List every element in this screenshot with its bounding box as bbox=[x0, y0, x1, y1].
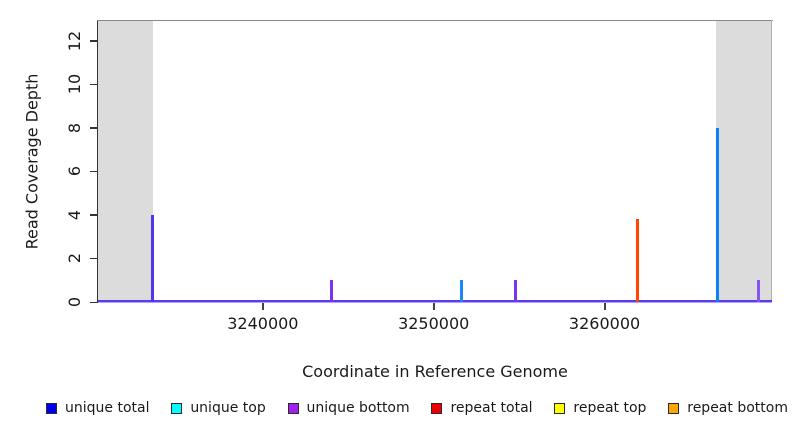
x-tick-label: 3250000 bbox=[398, 314, 470, 333]
y-tick-label: 4 bbox=[65, 209, 84, 220]
legend: unique total unique top unique bottom repea… bbox=[46, 398, 788, 418]
legend-label: repeat top bbox=[573, 400, 647, 416]
x-axis-title: Coordinate in Reference Genome bbox=[302, 362, 568, 381]
legend-item: unique top bbox=[171, 400, 266, 416]
plot-area bbox=[98, 21, 772, 303]
legend-label: unique total bbox=[65, 400, 150, 416]
legend-label: unique top bbox=[190, 400, 266, 416]
y-tick-mark bbox=[90, 127, 98, 129]
legend-swatch bbox=[668, 402, 680, 414]
y-tick-label: 12 bbox=[65, 30, 84, 51]
legend-item: unique bottom bbox=[287, 400, 410, 416]
coverage-spike bbox=[715, 127, 719, 302]
x-tick-mark bbox=[433, 303, 435, 310]
coverage-spike bbox=[329, 280, 333, 302]
legend-item: unique total bbox=[46, 400, 149, 416]
y-tick-label: 2 bbox=[65, 253, 84, 264]
baseline-zero-coverage-under bbox=[98, 302, 772, 303]
legend-label: repeat total bbox=[450, 400, 533, 416]
legend-swatch bbox=[171, 402, 183, 414]
baseline-zero-coverage bbox=[98, 300, 772, 302]
legend-label: unique bottom bbox=[306, 400, 410, 416]
coverage-spike bbox=[756, 280, 760, 302]
legend-item: repeat total bbox=[431, 400, 533, 416]
coverage-spike bbox=[514, 280, 518, 302]
plot-top-border bbox=[97, 20, 773, 21]
legend-swatch bbox=[554, 402, 566, 414]
y-tick-label: 0 bbox=[65, 296, 84, 308]
y-tick-label: 8 bbox=[65, 122, 84, 133]
y-tick-mark bbox=[90, 83, 98, 86]
y-tick-mark bbox=[90, 214, 98, 216]
legend-swatch bbox=[287, 402, 299, 414]
y-tick-mark bbox=[90, 301, 98, 303]
y-tick-label: 10 bbox=[65, 73, 84, 95]
shaded-region bbox=[98, 21, 153, 302]
legend-swatch bbox=[431, 402, 443, 414]
y-axis-title: Read Coverage Depth bbox=[22, 73, 42, 250]
coverage-spike bbox=[459, 280, 463, 302]
coverage-spike bbox=[151, 214, 155, 302]
x-tick-label: 3240000 bbox=[227, 314, 299, 333]
shaded-region bbox=[715, 21, 772, 302]
legend-label: repeat bottom bbox=[687, 400, 788, 416]
x-tick-mark bbox=[604, 303, 606, 310]
y-tick-mark bbox=[90, 257, 98, 260]
x-tick-mark bbox=[262, 303, 264, 310]
x-tick-label: 3260000 bbox=[568, 314, 641, 333]
legend-item: repeat top bbox=[554, 400, 646, 416]
legend-item: repeat bottom bbox=[668, 400, 788, 416]
coverage-spike bbox=[635, 219, 639, 302]
y-tick-mark bbox=[90, 170, 98, 173]
legend-swatch bbox=[46, 402, 57, 414]
plot-right-border bbox=[771, 20, 772, 303]
y-tick-mark bbox=[90, 40, 98, 42]
y-tick-label: 6 bbox=[65, 166, 84, 177]
